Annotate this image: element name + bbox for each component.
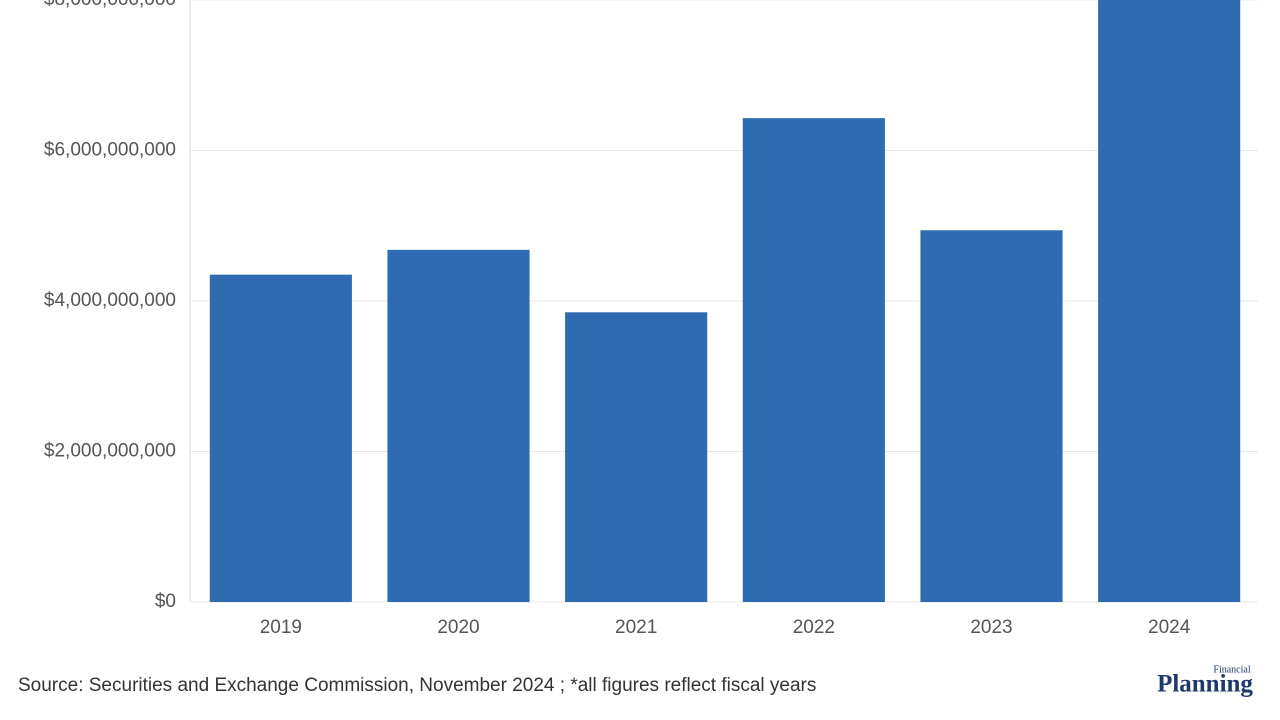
bar <box>387 249 530 602</box>
logo-small: Financial <box>1213 664 1250 675</box>
y-tick-label: $4,000,000,000 <box>44 290 176 311</box>
bar <box>565 312 708 602</box>
y-tick-label: $0 <box>155 591 176 612</box>
x-tick-label: 2023 <box>970 617 1012 638</box>
x-tick-label: 2019 <box>260 617 302 638</box>
x-tick-label: 2024 <box>1148 617 1191 638</box>
y-tick-label: $2,000,000,000 <box>44 441 176 462</box>
y-tick-label: $6,000,000,000 <box>44 140 176 161</box>
bar <box>742 118 885 602</box>
bar <box>920 230 1063 602</box>
bar <box>1098 0 1241 602</box>
x-tick-label: 2022 <box>793 617 835 638</box>
logo-large: Planning <box>1157 671 1253 698</box>
source-note: Source: Securities and Exchange Commissi… <box>18 675 816 696</box>
x-tick-label: 2021 <box>615 617 657 638</box>
x-tick-label: 2020 <box>437 617 479 638</box>
y-tick-label: $8,000,000,000 <box>44 0 176 10</box>
bar <box>209 274 352 602</box>
